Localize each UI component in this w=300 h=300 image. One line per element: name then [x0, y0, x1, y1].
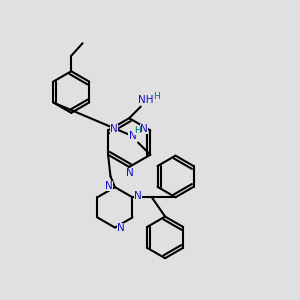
Text: N: N — [134, 191, 142, 201]
Text: N: N — [110, 124, 118, 134]
Text: H: H — [154, 92, 160, 101]
Text: NH: NH — [138, 95, 153, 105]
Text: N: N — [117, 223, 124, 233]
Text: N: N — [105, 181, 113, 191]
Text: N: N — [140, 124, 148, 134]
Text: N: N — [129, 131, 136, 141]
Text: N: N — [126, 168, 134, 178]
Text: H: H — [134, 126, 141, 135]
